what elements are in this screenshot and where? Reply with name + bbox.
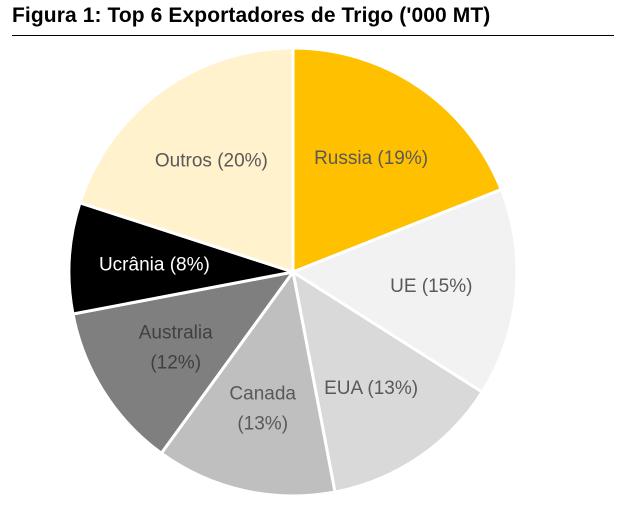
slice-label-line: UE (15%) [390,276,472,297]
slice-label-canada: Canada (13%) [229,384,296,435]
pie-slice-ucrania [67,201,295,316]
title-underline [12,35,614,36]
pie-slice-canada [159,270,337,498]
slice-label-line: Ucrânia (8%) [99,254,210,275]
pie-slice-outros [78,46,295,274]
pie-slice-russia [291,46,503,274]
pie-slice-ue [291,188,519,394]
slice-label-ucrania: Ucrânia (8%) [99,254,210,275]
slice-label-line: Australia [139,322,213,343]
slice-label-line: EUA (13%) [324,378,418,399]
pie-slices [67,46,519,498]
slice-label-russia: Russia (19%) [314,148,428,169]
slice-label-ue: UE (15%) [390,276,472,297]
pie-slice-eua [291,270,484,494]
slice-label-line: (12%) [150,352,201,373]
slice-label-outros: Outros (20%) [155,151,268,172]
slice-label-line: Canada [229,384,296,405]
slice-label-line: Outros (20%) [155,151,268,172]
slice-label-australia: Australia (12%) [139,322,213,373]
pie-labels: Russia (19%) UE (15%) EUA (13%) Canada (13%)… [99,148,473,434]
chart-title: Figura 1: Top 6 Exportadores de Trigo ('… [12,4,491,27]
slice-label-eua: EUA (13%) [324,378,418,399]
slice-label-line: Russia (19%) [314,148,428,169]
slice-label-line: (13%) [237,414,288,435]
pie-slice-australia [71,270,295,455]
